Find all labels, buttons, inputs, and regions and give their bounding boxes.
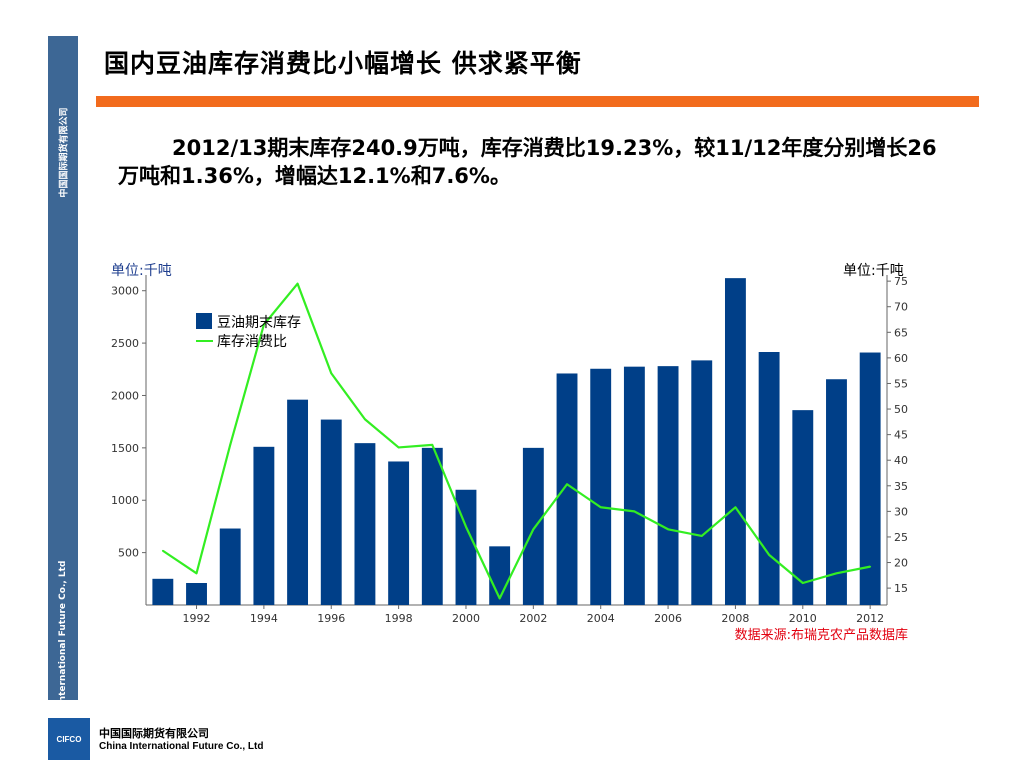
page-title: 国内豆油库存消费比小幅增长 供求紧平衡 [104, 49, 582, 78]
ratio-point-1991 [161, 549, 164, 552]
legend-label-stock: 豆油期末库存 [217, 315, 301, 331]
ratio-point-1995 [296, 282, 299, 285]
stock-ratio-chart: 单位:千吨 单位:千吨 500 1000 1500 2000 2500 3000 15 20 2… [111, 263, 908, 643]
bar-1998 [388, 461, 410, 605]
sidebar-company-cn: 中国国际期货有限公司 [59, 107, 70, 198]
ratio-point-2007 [700, 535, 703, 537]
x-tick-label: 2002 [519, 612, 547, 625]
title-divider [96, 96, 979, 107]
ratio-point-2010 [801, 582, 804, 584]
bar-2007 [691, 360, 713, 605]
right-tick-label: 55 [894, 377, 908, 390]
ratio-point-2006 [667, 528, 669, 531]
bar-1995 [287, 399, 309, 605]
left-tick-label: 3000 [111, 285, 139, 298]
right-tick-label: 70 [894, 301, 908, 314]
bar-1996 [320, 419, 342, 605]
ratio-point-2011 [835, 572, 838, 575]
right-axis-unit: 单位:千吨 [843, 263, 904, 279]
ratio-point-2001 [498, 597, 501, 600]
bar-2000 [455, 489, 477, 605]
bar-2004 [590, 368, 612, 605]
right-tick-label: 45 [894, 429, 908, 442]
left-tick-label: 1500 [111, 442, 139, 455]
left-tick-label: 2500 [111, 337, 139, 350]
ratio-point-2009 [768, 553, 771, 556]
bar-1994 [253, 446, 275, 605]
ratio-point-1996 [330, 372, 333, 375]
left-tick-label: 500 [118, 547, 139, 560]
bar-1993 [219, 528, 241, 605]
bar-1999 [421, 447, 443, 605]
x-tick-label: 1992 [183, 612, 211, 625]
summary-paragraph: 2012/13期末库存240.9万吨，库存消费比19.23%，较11/12年度分… [118, 134, 948, 190]
bar-2011 [826, 379, 847, 605]
bar-2010 [792, 410, 814, 605]
right-tick-label: 50 [894, 403, 908, 416]
ratio-point-1998 [397, 446, 400, 449]
footer-company-cn: 中国国际期货有限公司 [99, 728, 209, 740]
left-tick-label: 2000 [111, 389, 139, 402]
ratio-point-2004 [599, 506, 602, 509]
right-tick-label: 65 [894, 326, 908, 339]
bar-2008 [724, 278, 746, 605]
left-axis-unit: 单位:千吨 [111, 263, 172, 279]
bar-2003 [556, 373, 578, 605]
x-tick-label: 2010 [789, 612, 817, 625]
bar-2006 [657, 366, 679, 605]
bar-1997 [354, 443, 376, 605]
ratio-point-1992 [195, 572, 198, 575]
bar-2002 [522, 447, 544, 605]
bar-2009 [758, 352, 780, 605]
bar-2001 [489, 546, 511, 605]
data-source-note: 数据来源:布瑞克农产品数据库 [735, 627, 908, 643]
plot-area: 500 1000 1500 2000 2500 3000 15 20 25 30 35 40 45 50 5… [111, 275, 908, 625]
x-tick-label: 2004 [587, 612, 615, 625]
ratio-point-1997 [364, 418, 366, 421]
left-tick-label: 1000 [111, 494, 139, 507]
right-tick-label: 20 [894, 557, 908, 570]
right-tick-label: 35 [894, 480, 908, 493]
right-tick-label: 75 [894, 275, 908, 288]
ratio-point-2002 [532, 528, 535, 531]
x-tick-label: 1994 [250, 612, 278, 625]
x-tick-label: 1996 [317, 612, 345, 625]
x-tick-label: 2006 [654, 612, 682, 625]
x-tick-label: 2012 [856, 612, 884, 625]
legend-swatch-stock [196, 313, 212, 329]
legend-label-ratio: 库存消费比 [217, 334, 287, 350]
ratio-point-2005 [633, 510, 636, 513]
x-tick-label: 2008 [721, 612, 749, 625]
footer-company-en: China International Future Co., Ltd [99, 741, 264, 752]
sidebar-band: 中国国际期货有限公司 China International Future Co… [48, 36, 78, 737]
right-tick-label: 25 [894, 531, 908, 544]
summary-text: 2012/13期末库存240.9万吨，库存消费比19.23%，较11/12年度分… [118, 136, 937, 188]
bar-1992 [186, 583, 207, 605]
ratio-point-2008 [734, 506, 737, 509]
right-tick-label: 30 [894, 505, 908, 518]
ratio-point-2000 [465, 525, 467, 528]
bar-2012 [859, 352, 881, 605]
chart-legend: 豆油期末库存 库存消费比 [196, 313, 301, 350]
x-tick-label: 2000 [452, 612, 480, 625]
x-tick-label: 1998 [385, 612, 413, 625]
ratio-point-1999 [431, 443, 434, 446]
ratio-point-1993 [229, 443, 232, 446]
ratio-point-2012 [869, 565, 872, 568]
bar-2005 [623, 366, 645, 605]
bar-1991 [152, 578, 174, 605]
cifco-logo: CIFCO [48, 718, 90, 760]
ratio-point-1994 [262, 323, 265, 326]
right-tick-label: 60 [894, 352, 908, 365]
right-tick-label: 40 [894, 454, 908, 467]
ratio-point-2003 [566, 483, 568, 486]
sidebar-company-en: China International Future Co., Ltd [58, 560, 68, 738]
ratio-line [162, 282, 871, 600]
right-tick-label: 15 [894, 582, 908, 595]
